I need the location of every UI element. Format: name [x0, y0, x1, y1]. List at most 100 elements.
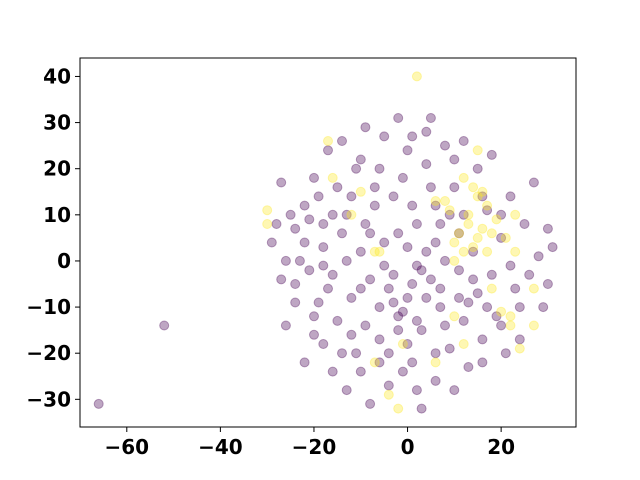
- data-point: [468, 242, 479, 253]
- data-point: [468, 246, 479, 257]
- data-point: [421, 292, 432, 303]
- data-point: [397, 339, 408, 349]
- y-axis: −30 −20 −10 0 10 20 30 40: [26, 64, 80, 411]
- data-point: [290, 297, 301, 308]
- data-point: [528, 283, 539, 294]
- data-point: [388, 191, 399, 202]
- data-point: [393, 311, 404, 322]
- data-point: [304, 265, 315, 276]
- data-point: [309, 172, 319, 183]
- data-point: [411, 315, 422, 326]
- data-point: [313, 297, 324, 308]
- data-point: [271, 219, 282, 229]
- y-tick-label: 0: [57, 249, 71, 273]
- data-point: [510, 283, 521, 294]
- data-point: [369, 200, 380, 211]
- x-tick-label: −40: [198, 435, 243, 459]
- scatter-points: [93, 71, 558, 414]
- data-point: [458, 172, 469, 183]
- data-point: [463, 209, 474, 220]
- data-point: [323, 283, 333, 294]
- data-point: [547, 242, 558, 253]
- data-point: [482, 246, 493, 257]
- data-point: [365, 228, 376, 239]
- data-point: [425, 274, 436, 285]
- data-point: [374, 246, 385, 257]
- data-point: [482, 205, 493, 216]
- data-point: [491, 311, 502, 322]
- data-point: [435, 283, 446, 294]
- data-point: [355, 154, 366, 165]
- data-point: [360, 320, 371, 331]
- data-point: [449, 385, 460, 396]
- data-point: [430, 200, 441, 211]
- data-point: [500, 232, 511, 243]
- data-point: [299, 357, 310, 368]
- data-point: [397, 172, 408, 183]
- data-point: [318, 219, 329, 229]
- y-tick-label: 40: [43, 64, 71, 88]
- data-point: [351, 163, 362, 174]
- data-point: [458, 246, 469, 257]
- data-point: [468, 182, 479, 193]
- data-point: [402, 242, 413, 253]
- data-point: [444, 205, 455, 216]
- x-tick-label: −20: [292, 435, 337, 459]
- data-point: [397, 366, 408, 377]
- data-point: [280, 320, 291, 331]
- data-point: [514, 343, 525, 354]
- data-point: [318, 339, 329, 349]
- data-point: [449, 311, 460, 322]
- data-point: [421, 126, 432, 137]
- data-point: [528, 320, 539, 331]
- x-tick-label: 20: [487, 435, 515, 459]
- data-point: [369, 246, 380, 257]
- data-point: [402, 339, 413, 349]
- data-point: [496, 209, 507, 220]
- data-point: [383, 389, 394, 400]
- data-point: [355, 186, 366, 197]
- data-point: [351, 348, 362, 359]
- data-point: [472, 232, 483, 243]
- data-point: [510, 246, 521, 257]
- data-point: [496, 320, 507, 331]
- data-point: [346, 191, 357, 202]
- data-point: [486, 283, 497, 294]
- plot-area-frame: [79, 57, 577, 428]
- data-point: [309, 329, 319, 340]
- data-point: [327, 209, 338, 220]
- data-point: [449, 255, 460, 266]
- data-point: [472, 145, 483, 156]
- data-point: [285, 209, 296, 220]
- data-point: [425, 113, 436, 123]
- data-point: [440, 255, 450, 266]
- data-point: [388, 269, 399, 280]
- data-point: [477, 357, 488, 368]
- data-point: [458, 339, 469, 349]
- data-point: [411, 260, 422, 271]
- data-point: [468, 274, 479, 285]
- data-point: [159, 320, 170, 331]
- data-point: [397, 306, 408, 317]
- y-tick-label: −20: [26, 341, 71, 365]
- data-point: [463, 219, 474, 229]
- data-point: [374, 302, 385, 313]
- data-point: [383, 283, 394, 294]
- data-point: [383, 380, 394, 391]
- data-point: [355, 246, 366, 257]
- data-point: [491, 214, 502, 225]
- data-point: [505, 191, 516, 202]
- data-point: [369, 182, 380, 193]
- data-point: [421, 246, 432, 257]
- data-point: [337, 228, 347, 239]
- data-point: [393, 403, 404, 414]
- data-point: [276, 274, 287, 285]
- data-point: [262, 219, 273, 229]
- data-point: [454, 292, 464, 303]
- data-point: [374, 334, 385, 345]
- data-point: [346, 329, 357, 340]
- data-point: [341, 209, 352, 220]
- data-point: [542, 279, 553, 289]
- data-point: [421, 159, 432, 170]
